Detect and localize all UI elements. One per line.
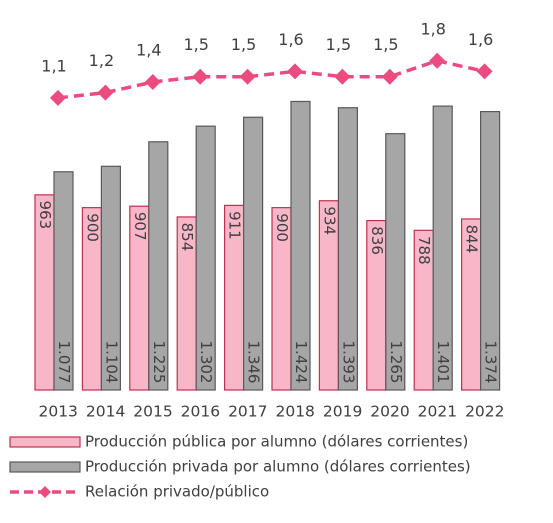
data-label: 907: [131, 212, 149, 241]
line: [57, 58, 485, 100]
data-label: 1,5: [326, 35, 351, 54]
bar: [290, 100, 311, 391]
legend-swatch: [39, 486, 51, 498]
data-label: 900: [273, 213, 291, 242]
bar: [243, 116, 264, 391]
bar: [100, 165, 122, 391]
data-label: 1.346: [245, 341, 263, 384]
x-tick-label: 2016: [181, 403, 220, 421]
marker: [50, 89, 66, 106]
data-label: 1.374: [482, 341, 500, 384]
data-label: 911: [226, 211, 244, 240]
marker: [334, 68, 351, 85]
data-label: 1,6: [468, 30, 493, 49]
data-label: 1.424: [292, 341, 310, 384]
marker: [144, 74, 161, 90]
bar: [337, 107, 358, 391]
x-tick-label: 2014: [86, 403, 125, 421]
x-tick-label: 2013: [38, 403, 77, 421]
bar: [385, 133, 406, 391]
data-label: 1,6: [278, 30, 303, 49]
data-label: 836: [368, 226, 386, 255]
bar: [480, 110, 501, 391]
data-label: 854: [178, 223, 196, 252]
data-label: 900: [83, 213, 101, 242]
bar: [195, 125, 216, 391]
data-label: 1,8: [420, 19, 445, 38]
data-label: 963: [36, 201, 54, 230]
marker: [287, 63, 303, 80]
data-label: 1.104: [102, 341, 120, 384]
data-label: 1,5: [231, 35, 256, 54]
legend-label: Relación privado/público: [85, 483, 269, 501]
legend-swatch: [9, 461, 81, 473]
data-label: 934: [320, 206, 338, 235]
data-label: 1,1: [41, 56, 66, 75]
data-label: 1.401: [434, 341, 452, 384]
data-label: 1,5: [183, 35, 208, 54]
marker: [192, 68, 209, 85]
data-label: 1,4: [136, 41, 161, 60]
marker: [476, 63, 493, 80]
x-tick-label: 2019: [323, 403, 362, 421]
data-label: 1,2: [89, 51, 114, 70]
marker: [381, 68, 398, 85]
data-label: 1.393: [339, 341, 357, 384]
marker: [239, 68, 256, 85]
marker: [429, 52, 446, 69]
data-label: 788: [415, 236, 433, 265]
data-label: 1.265: [387, 341, 405, 384]
legend-swatch: [9, 436, 81, 448]
data-label: 1,5: [373, 35, 398, 54]
data-label: 844: [463, 225, 481, 254]
x-tick-label: 2017: [228, 403, 267, 421]
x-tick-label: 2021: [418, 403, 457, 421]
data-label: 1.225: [150, 341, 168, 384]
data-label: 1.302: [197, 341, 215, 384]
bar: [148, 141, 169, 391]
data-label: 1.077: [55, 341, 73, 384]
x-tick-label: 2022: [465, 403, 504, 421]
x-tick-label: 2018: [275, 403, 314, 421]
marker: [97, 84, 114, 101]
bar: [432, 105, 453, 391]
x-tick-label: 2015: [133, 403, 172, 421]
x-tick-label: 2020: [370, 403, 409, 421]
bar: [53, 171, 74, 391]
legend-label: Producción privada por alumno (dólares c…: [85, 458, 471, 476]
legend-label: Producción pública por alumno (dólares c…: [85, 433, 468, 451]
